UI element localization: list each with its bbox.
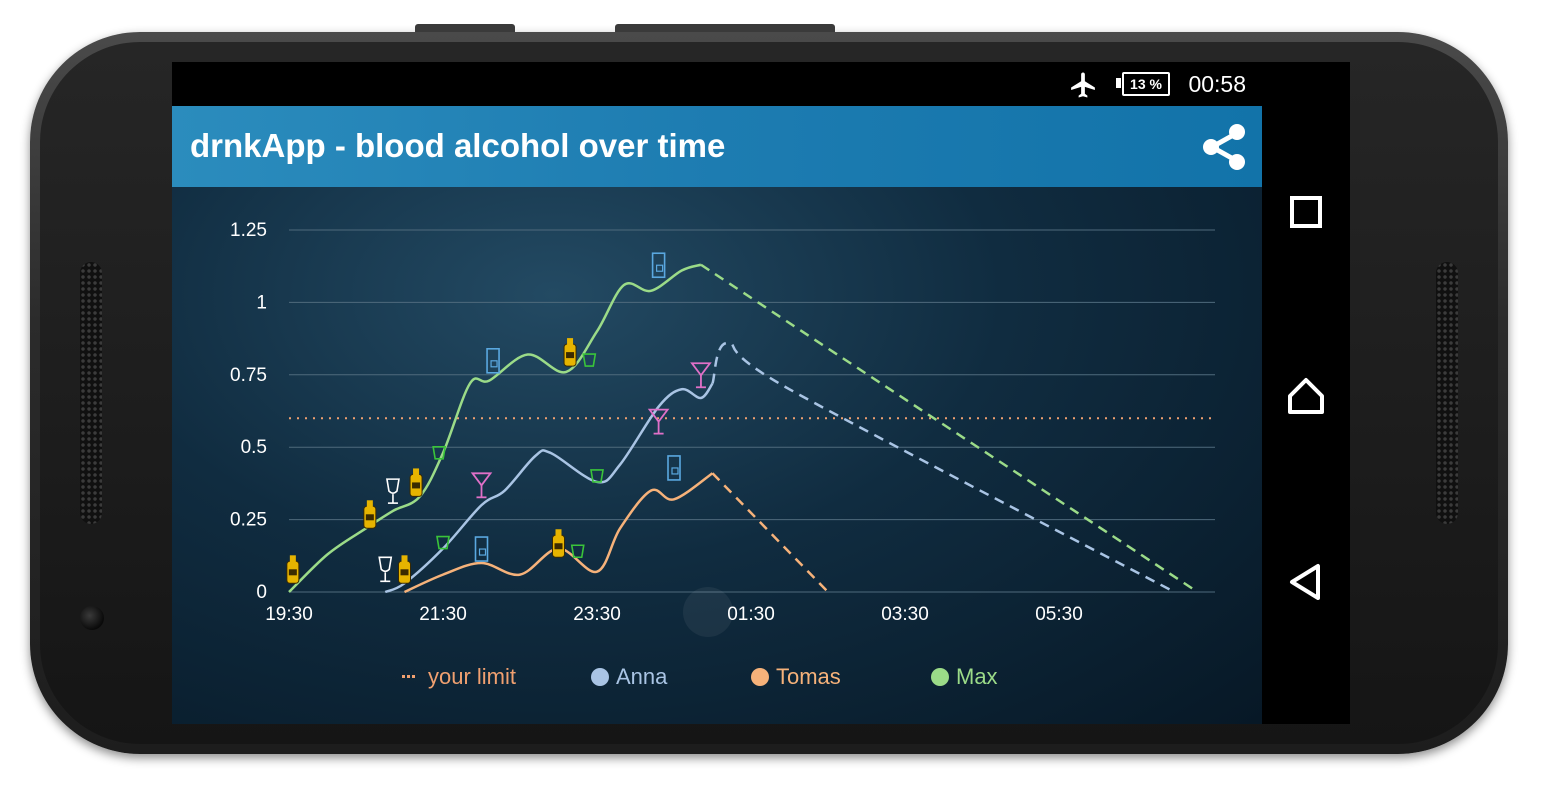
x-tick-label: 19:30: [265, 604, 313, 625]
home-button[interactable]: [1284, 374, 1328, 418]
legend-dot: [412, 675, 415, 678]
series-lines: [288, 263, 1199, 594]
wine-icon: [378, 556, 393, 583]
legend-swatch: [931, 668, 949, 686]
legend-label: Max: [956, 664, 998, 689]
beer-icon: [409, 468, 423, 497]
legend-label: your limit: [428, 664, 516, 689]
front-camera: [80, 606, 104, 630]
beer-icon: [398, 555, 411, 584]
screen: 13 % 00:58 drnkApp - blood alcohol over …: [172, 62, 1350, 724]
shot-icon: [582, 353, 597, 367]
shot-icon: [436, 535, 450, 550]
y-tick-label: 1.25: [230, 220, 267, 241]
x-axis-labels: 19:30 21:30 23:30 01:30 03:30 05:30: [265, 604, 1083, 625]
chart-grid: [289, 229, 1215, 593]
x-tick-label: 03:30: [881, 604, 929, 625]
martini-icon: [647, 408, 670, 435]
speaker-grill-right: [1436, 262, 1458, 524]
legend-swatch: [751, 668, 769, 686]
beer-icon: [552, 529, 565, 558]
x-tick-label: 01:30: [727, 604, 775, 625]
y-tick-label: 0: [256, 582, 267, 603]
cocktail-icon: [667, 455, 681, 481]
shot-icon: [432, 445, 447, 460]
airplane-mode-icon: [1071, 72, 1095, 98]
cocktail-icon: [474, 536, 489, 562]
legend-label: Tomas: [776, 664, 841, 689]
cocktail-icon: [486, 348, 500, 374]
drink-markers: [286, 252, 712, 584]
shot-icon: [570, 544, 585, 559]
beer-icon: [286, 555, 300, 584]
y-axis-labels: 0 0.25 0.5 0.75 1 1.25: [230, 220, 267, 603]
battery-icon: 13 %: [1122, 72, 1170, 96]
x-tick-label: 21:30: [419, 604, 467, 625]
martini-icon: [690, 362, 712, 389]
y-tick-label: 1: [256, 292, 267, 313]
power-button: [615, 24, 835, 32]
bac-chart: 0 0.25 0.5 0.75 1 1.25 19:30 21:30 23:30 01:30 03…: [230, 220, 1215, 689]
wine-icon: [386, 478, 400, 504]
cocktail-icon: [651, 252, 666, 279]
series-line-tomas: [403, 472, 714, 594]
volume-button: [415, 24, 515, 32]
app-bar: drnkApp - blood alcohol over time: [172, 106, 1262, 187]
chart-area: 0 0.25 0.5 0.75 1 1.25 19:30 21:30 23:30 01:30 03…: [172, 187, 1262, 724]
legend-label: Anna: [616, 664, 668, 689]
y-tick-label: 0.5: [241, 437, 267, 458]
series-line-max: [288, 263, 702, 593]
x-tick-label: 23:30: [573, 604, 621, 625]
series-projection-anna: [711, 341, 1176, 594]
beer-icon: [363, 500, 377, 529]
shot-icon: [590, 469, 604, 483]
martini-icon: [470, 472, 493, 499]
touch-ripple: [683, 587, 733, 637]
legend-dot: [407, 675, 410, 678]
navigation-bar: [1262, 62, 1350, 724]
y-tick-label: 0.75: [230, 365, 267, 386]
legend-dot: [402, 675, 405, 678]
x-tick-label: 05:30: [1035, 604, 1083, 625]
series-projection-max: [700, 263, 1199, 594]
beer-icon: [563, 338, 577, 367]
status-bar: 13 % 00:58: [172, 62, 1262, 106]
share-icon[interactable]: [1200, 122, 1248, 172]
battery-tip: [1116, 78, 1121, 88]
clock: 00:58: [1188, 71, 1246, 97]
series-projection-tomas: [711, 472, 829, 593]
back-button[interactable]: [1284, 560, 1328, 604]
legend: your limit Anna Tomas Max: [402, 664, 998, 689]
speaker-grill-left: [80, 262, 102, 524]
legend-swatch: [591, 668, 609, 686]
page-title: drnkApp - blood alcohol over time: [190, 127, 726, 164]
recents-button[interactable]: [1284, 190, 1328, 234]
y-tick-label: 0.25: [230, 510, 267, 531]
